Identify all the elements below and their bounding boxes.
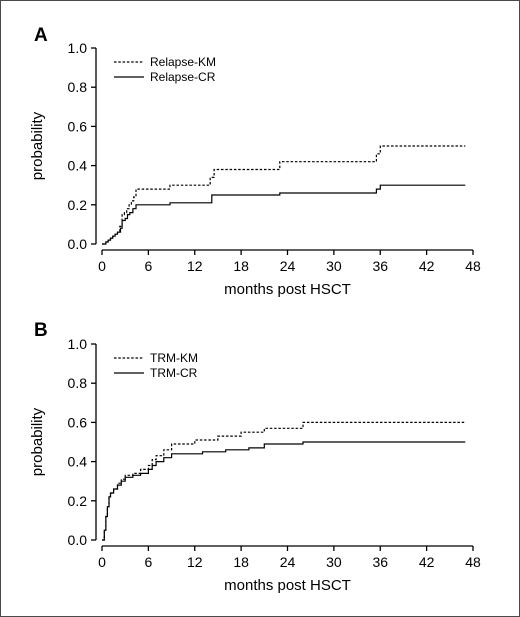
x-tick-label: 42 xyxy=(419,258,435,274)
x-tick-label: 42 xyxy=(419,554,435,570)
x-tick-label: 12 xyxy=(187,258,203,274)
x-tick-label: 18 xyxy=(233,258,249,274)
x-tick-label: 30 xyxy=(326,258,342,274)
y-axis-title: probability xyxy=(29,407,46,476)
x-tick-label: 36 xyxy=(372,258,388,274)
x-tick-label: 0 xyxy=(98,258,106,274)
x-tick-label: 6 xyxy=(144,554,152,570)
panel-letter: B xyxy=(34,320,48,341)
x-tick-label: 12 xyxy=(187,554,203,570)
legend-label: TRM-CR xyxy=(150,366,198,380)
y-tick-label: 0.4 xyxy=(68,158,88,174)
x-tick-label: 24 xyxy=(280,258,296,274)
x-tick-label: 18 xyxy=(233,554,249,570)
chart-panel-a: A 0.0 0.2 0.4 0.6 0.8 1.0 0 6 12 18 24 30 36 42 48 month… xyxy=(29,25,481,298)
y-tick-label: 0.8 xyxy=(68,79,88,95)
series-line-trm-km xyxy=(102,421,466,541)
x-axis-title: months post HSCT xyxy=(224,577,351,594)
y-tick-label: 0.0 xyxy=(68,532,88,548)
x-tick-label: 36 xyxy=(372,554,388,570)
x-tick-label: 24 xyxy=(280,554,296,570)
y-tick-label: 1.0 xyxy=(68,40,88,56)
series-line-trm-cr xyxy=(102,441,466,541)
x-tick-label: 48 xyxy=(465,258,481,274)
x-axis-title: months post HSCT xyxy=(224,281,351,298)
y-tick-label: 0.8 xyxy=(68,375,88,391)
x-tick-label: 30 xyxy=(326,554,342,570)
series-line-relapse-cr xyxy=(102,184,466,245)
legend-label: TRM-KM xyxy=(150,351,198,365)
x-tick-label: 48 xyxy=(465,554,481,570)
legend-label: Relapse-CR xyxy=(150,70,216,84)
panel-letter: A xyxy=(34,25,48,46)
y-tick-label: 0.2 xyxy=(68,197,88,213)
y-tick-label: 0.2 xyxy=(68,493,88,509)
x-tick-label: 0 xyxy=(98,554,106,570)
y-tick-label: 0.4 xyxy=(68,454,88,470)
y-axis-title: probability xyxy=(29,111,46,180)
chart-panel-b: B 0.0 0.2 0.4 0.6 0.8 1.0 0 6 12 18 24 30 36 42 48 month… xyxy=(29,320,481,594)
y-tick-label: 0.0 xyxy=(68,236,88,252)
legend-label: Relapse-KM xyxy=(150,55,216,69)
x-tick-label: 6 xyxy=(144,258,152,274)
series-line-relapse-km xyxy=(102,145,466,245)
y-tick-label: 1.0 xyxy=(68,336,88,352)
y-tick-label: 0.6 xyxy=(68,118,88,134)
y-tick-label: 0.6 xyxy=(68,414,88,430)
